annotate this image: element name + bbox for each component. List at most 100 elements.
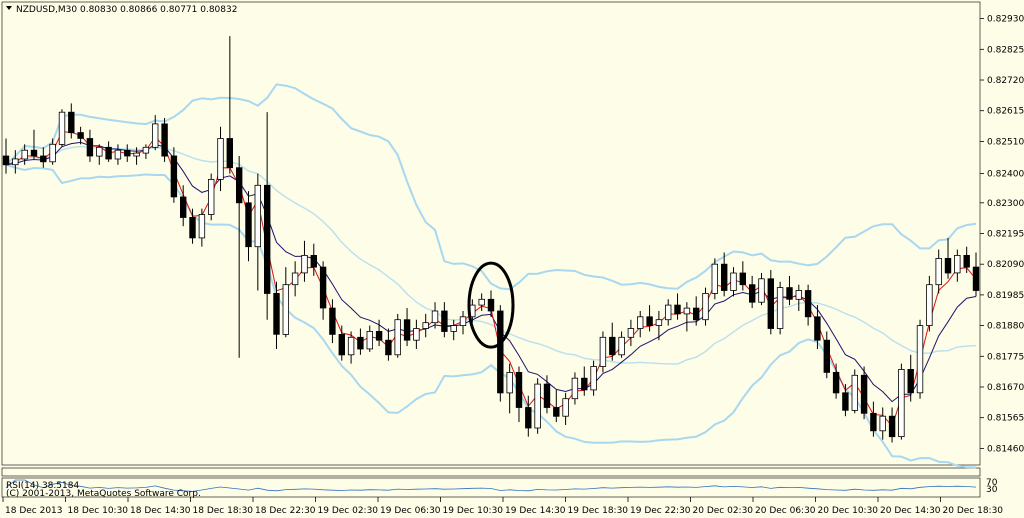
rsi-line: [5, 479, 977, 492]
candle-body: [413, 328, 420, 341]
time-axis: 18 Dec 2013 18 Dec 10:30 18 Dec 14:30 18 De…: [2, 497, 1003, 516]
candle-body: [944, 257, 952, 274]
candle-body: [403, 319, 411, 341]
candle-body: [114, 149, 122, 160]
candle-body: [217, 138, 224, 180]
candle-body: [646, 316, 653, 326]
candle-body: [721, 263, 728, 291]
candle-body: [12, 158, 19, 166]
candle-body: [142, 146, 150, 154]
price-tick-label: 0.81880: [987, 322, 1024, 332]
price-tick-label: 0.82615: [987, 107, 1024, 117]
symbol-header: NZDUSD,M30 0.80830 0.80866 0.80771 0.808…: [16, 5, 237, 15]
candle-body: [478, 298, 485, 306]
price-tick-label: 0.82720: [987, 76, 1024, 86]
candle-body: [422, 322, 429, 329]
candle-body: [935, 257, 942, 286]
candle-body: [618, 336, 625, 356]
candle-body: [431, 310, 439, 324]
bollinger-lower-band: [5, 163, 977, 469]
rsi-level-top: 70: [986, 478, 998, 488]
candle-body: [898, 368, 905, 437]
bollinger-upper-band: [5, 83, 977, 291]
candle-body: [189, 216, 196, 239]
candle-body: [655, 319, 663, 326]
candle-body: [235, 167, 243, 204]
candle-body: [263, 184, 271, 294]
time-tick-label: 18 Dec 18:30: [193, 506, 254, 516]
candle-body: [693, 307, 700, 321]
price-tick-label: 0.81775: [987, 352, 1024, 362]
time-tick-label: 19 Dec 06:30: [380, 506, 441, 516]
candle-body: [814, 316, 821, 341]
candle-body: [562, 398, 569, 417]
candle-body: [273, 292, 280, 335]
time-tick-label: 19 Dec 18:30: [568, 506, 629, 516]
candle-body: [627, 328, 635, 338]
candle-body: [972, 266, 980, 291]
price-tick-label: 0.81985: [987, 291, 1024, 301]
candle-body: [515, 371, 523, 408]
candle-body: [394, 319, 401, 356]
candle-body: [96, 146, 103, 157]
candle-body: [459, 316, 467, 326]
price-tick-label: 0.82825: [987, 45, 1024, 55]
candle-body: [68, 111, 75, 134]
candle-body: [674, 304, 681, 315]
candle-body: [441, 310, 448, 332]
candle-body: [954, 254, 961, 274]
candle-body: [291, 272, 299, 286]
candle-body: [739, 272, 746, 286]
candle-body: [198, 214, 206, 239]
annotation-ellipse: [467, 261, 515, 349]
candle-body: [254, 184, 261, 248]
candle-body: [888, 415, 896, 438]
candle-body: [525, 407, 532, 429]
candle-body: [338, 333, 345, 356]
candle-body: [207, 178, 215, 215]
price-tick-label: 0.82400: [987, 170, 1024, 180]
candle-body: [282, 284, 289, 335]
candle-body: [711, 263, 718, 294]
candle-body: [329, 307, 336, 335]
candle-body: [842, 392, 849, 411]
candle-body: [534, 383, 541, 429]
window-menu-icon[interactable]: [6, 6, 12, 10]
spacer-panel-frame: [1, 467, 981, 477]
candle-body: [860, 374, 868, 414]
candle-body: [581, 377, 588, 391]
candle-body: [683, 307, 691, 315]
candle-body: [571, 377, 579, 400]
candle-body: [553, 407, 560, 417]
time-tick-label: 19 Dec 22:30: [630, 506, 691, 516]
price-tick-label: 0.81460: [987, 444, 1024, 454]
time-tick-label: 19 Dec 10:30: [443, 506, 504, 516]
price-tick-label: 0.82090: [987, 260, 1024, 270]
price-tick-label: 0.82510: [987, 137, 1024, 147]
candle-body: [590, 366, 597, 391]
candle-body: [497, 310, 504, 394]
candle-body: [637, 316, 644, 329]
candle-body: [599, 336, 607, 367]
candle-body: [58, 111, 66, 145]
time-tick-label: 20 Dec 02:30: [693, 506, 754, 516]
candle-body: [133, 152, 140, 157]
candle-body: [124, 149, 131, 157]
time-tick-label: 20 Dec 06:30: [755, 506, 816, 516]
rsi-path: [5, 479, 977, 492]
rsi-label: RSI(14) 38.5184: [6, 481, 79, 491]
candle-body: [2, 155, 10, 166]
candle-body: [609, 336, 616, 356]
candle-body: [245, 202, 252, 248]
time-tick-label: 18 Dec 2013: [5, 506, 63, 516]
rsi-panel-frame: [1, 477, 981, 498]
candle-body: [879, 415, 886, 432]
candle-body: [77, 132, 84, 139]
candle-body: [40, 155, 47, 163]
candle-body: [963, 254, 970, 268]
candle-body: [786, 287, 793, 300]
candle-body: [319, 266, 327, 309]
candle-body: [543, 383, 551, 408]
